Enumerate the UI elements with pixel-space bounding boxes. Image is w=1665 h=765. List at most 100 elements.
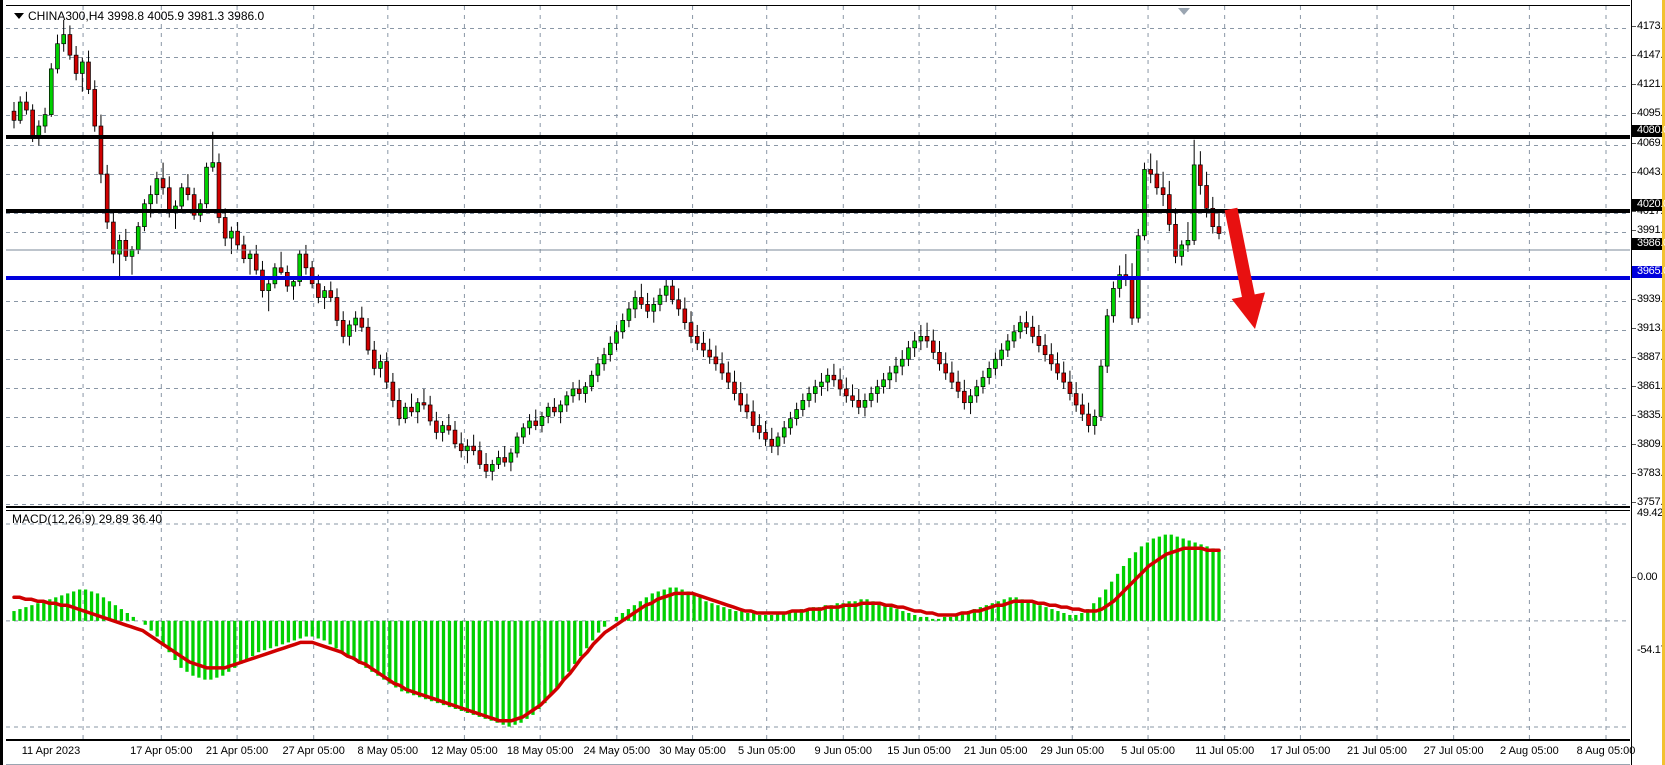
candle-body [732,381,737,394]
candle-body [415,402,421,413]
candle-body [645,304,650,312]
candle-body [1117,274,1122,289]
candle-body [893,365,899,374]
candle-body [639,297,644,305]
candle-body [1179,244,1185,257]
candle-body [365,326,371,351]
candle-body [887,372,893,381]
candle-body [726,372,731,383]
candle-body [334,297,340,321]
price-axis[interactable]: 4173.0 4147.0 4121.0 4095.0 4080.04069.0 4043… [1631,0,1665,765]
candle-body [123,240,129,257]
candle-body [135,226,141,250]
price-axis-tick: 4043.0 [1632,167,1665,178]
macd-indicator-pane[interactable]: MACD(12,26,9) 29.89 36.40 [6,510,1630,741]
candle-body [154,178,160,195]
time-axis-label: 12 May 05:00 [431,745,498,757]
price-axis-tick-label: 3986.0 [1637,237,1665,249]
price-axis-tick: 3861.0 [1632,381,1665,392]
candle-body [129,249,135,257]
price-axis-tick-label: 3757.0 [1637,496,1665,508]
price-axis-tick-label: 3887.0 [1637,351,1665,363]
candle-body [1061,372,1066,383]
time-axis-label: 30 May 05:00 [659,745,726,757]
arrow-shaft [1224,207,1256,303]
candle-body [142,203,147,227]
price-axis-tick-label: 4095.0 [1637,107,1665,119]
candle-body [1073,393,1079,406]
time-axis-label: 9 Jun 05:00 [814,745,873,757]
candle-body [707,349,712,358]
candle-body [564,395,570,406]
candle-body [309,267,315,285]
candle-body [931,340,936,353]
candle-body [489,464,495,472]
candle-body [229,230,234,239]
candle-body [48,68,54,115]
candle-body [17,101,23,121]
candle-body [98,125,104,175]
candle-body [1216,226,1222,234]
chart-title: CHINA300,H4 3998.8 4005.9 3981.3 3986.0 [14,9,264,23]
candle-body [1055,363,1060,374]
candle-body [924,336,930,342]
candle-body [371,349,377,369]
candle-body [434,420,439,433]
tick-mark [1632,26,1636,27]
candle-body [545,406,551,417]
tick-mark [1632,230,1636,231]
candle-body [589,374,594,388]
down-arrow-annotation[interactable] [6,6,1630,508]
price-axis-tick: 3939.0 [1632,294,1665,305]
tick-mark [1632,172,1636,173]
candle-body [384,361,389,383]
price-axis-tick: 3783.0 [1632,468,1665,479]
chevron-down-icon[interactable] [14,13,24,19]
candle-body [918,336,924,342]
candle-body [781,427,787,438]
candle-body [266,283,271,292]
candle-body [794,409,799,420]
price-chart-pane[interactable]: CHINA300,H4 3998.8 4005.9 3981.3 3986.0 [6,5,1630,508]
price-axis-tick: 4121.0 [1632,79,1665,90]
candle-body [1160,187,1166,195]
price-axis-tick-label: 4173.0 [1637,20,1665,32]
price-axis-tick: 4173.0 [1632,20,1665,32]
time-axis-label: 17 Jul 05:00 [1270,745,1331,757]
price-axis-tick-label: 4017.0 [1637,205,1665,217]
chart-title-text: CHINA300,H4 3998.8 4005.9 3981.3 3986.0 [28,9,265,23]
price-axis-tick: 4147.0 [1632,50,1665,61]
candle-body [421,402,427,406]
candle-body [111,221,116,255]
tick-mark [1632,143,1636,144]
time-axis-label: 29 Jun 05:00 [1040,745,1105,757]
candle-body [1173,223,1178,257]
candle-body [806,393,812,401]
candle-body [477,450,483,465]
candle-body [1005,340,1011,351]
candle-body [570,388,576,397]
candle-body [390,381,396,401]
tick-mark [1632,55,1636,56]
candle-body [61,34,66,45]
candle-body [1210,207,1216,227]
candle-body [657,294,663,305]
candle-body [868,393,874,401]
tick-mark [1632,473,1636,474]
price-axis-tick: 4069.0 [1632,138,1665,149]
pane-collapse-icon[interactable] [1178,8,1190,15]
candle-body [539,416,545,426]
macd-series [12,534,1221,727]
time-axis-label: 27 Jul 05:00 [1423,745,1484,757]
candle-body [117,240,122,255]
time-axis-label: 5 Jul 05:00 [1121,745,1175,757]
candle-body [993,358,998,369]
time-axis[interactable]: 11 Apr 2023 17 Apr 05:00 21 Apr 05:00 27 Ap… [6,741,1635,765]
time-axis-label: 15 Jun 05:00 [887,745,951,757]
candle-body [856,400,862,408]
candle-body [744,404,750,413]
candle-body [1204,185,1209,209]
tick-mark [1632,386,1636,387]
candle-body [148,194,153,205]
candle-body [471,445,476,452]
